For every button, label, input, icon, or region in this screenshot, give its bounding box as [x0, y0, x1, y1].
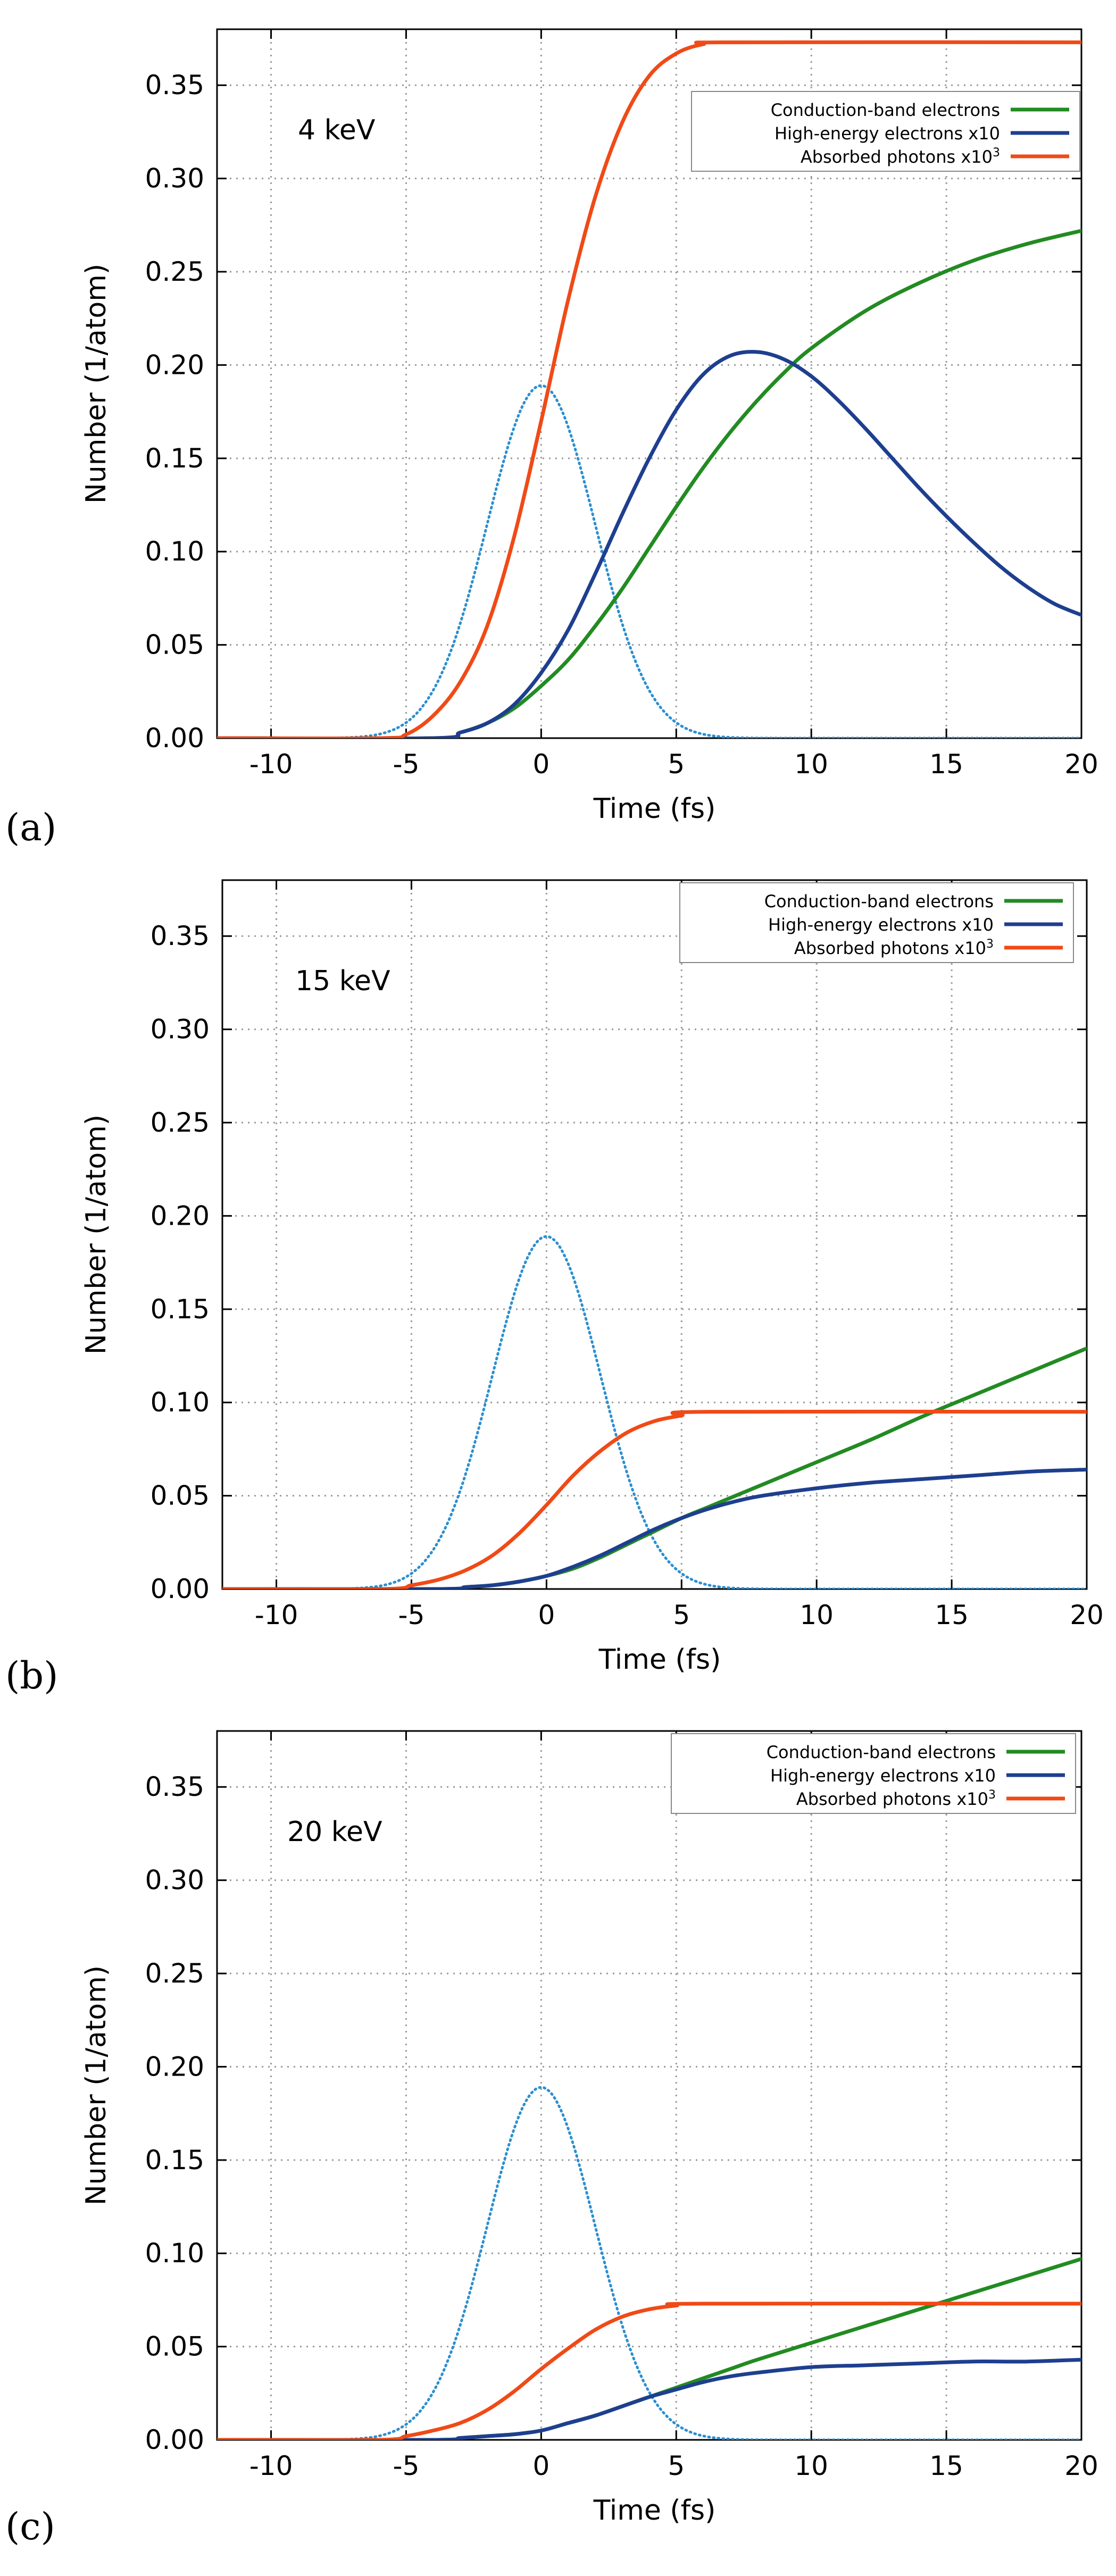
- y-tick-label: 0.05: [145, 630, 204, 660]
- xray-pulse-line: [217, 2086, 1081, 2440]
- y-tick-label: 0.35: [145, 1771, 204, 1802]
- y-tick-label: 0.25: [151, 1107, 210, 1138]
- x-tick-label: 10: [794, 2450, 828, 2481]
- x-tick-label: 5: [668, 2450, 685, 2481]
- y-tick-label: 0.25: [145, 256, 204, 287]
- y-axis-label: Number (1/atom): [80, 264, 112, 504]
- y-axis-label: Number (1/atom): [80, 1115, 112, 1354]
- series-line-high_energy: [217, 2357, 1081, 2440]
- y-tick-label: 0.15: [145, 2145, 204, 2176]
- x-tick-label: 10: [794, 749, 828, 780]
- y-tick-label: 0.05: [145, 2331, 204, 2362]
- x-axis-label: Time (fs): [593, 2495, 716, 2527]
- legend-label: High-energy electrons x10: [770, 1766, 996, 1786]
- y-tick-label: 0.30: [151, 1014, 210, 1045]
- y-tick-label: 0.20: [145, 349, 204, 380]
- legend-label: High-energy electrons x10: [768, 915, 994, 935]
- y-tick-label: 0.30: [145, 163, 204, 194]
- energy-annotation: 15 keV: [295, 965, 390, 997]
- legend-label: Absorbed photons x103: [801, 146, 1000, 168]
- legend-label: Conduction-band electrons: [767, 1742, 996, 1762]
- legend-label: Conduction-band electrons: [764, 891, 994, 911]
- y-tick-label: 0.00: [145, 723, 204, 754]
- legend-label: Absorbed photons x103: [796, 1788, 996, 1810]
- series-line-conduction: [222, 1346, 1087, 1589]
- y-tick-label: 0.10: [145, 536, 204, 567]
- y-tick-label: 0.20: [151, 1200, 210, 1231]
- y-tick-label: 0.10: [151, 1387, 210, 1418]
- panel-letter-a: (a): [5, 806, 57, 849]
- x-tick-label: -10: [255, 1600, 298, 1630]
- y-tick-label: 0.35: [145, 70, 204, 101]
- x-tick-label: 20: [1064, 749, 1098, 780]
- x-tick-label: -5: [393, 749, 420, 780]
- x-tick-label: 0: [532, 2450, 549, 2481]
- x-tick-label: 0: [532, 749, 549, 780]
- series-line-high_energy: [217, 350, 1081, 738]
- series-line-conduction: [217, 2257, 1081, 2440]
- panel-letter-b: (b): [5, 1654, 59, 1697]
- y-tick-label: 0.10: [145, 2238, 204, 2269]
- xray-pulse-line: [217, 384, 1081, 738]
- legend: Conduction-band electrons High-energy ele…: [671, 1733, 1076, 1814]
- x-axis-label: Time (fs): [598, 1644, 721, 1676]
- y-tick-label: 0.00: [145, 2424, 204, 2455]
- x-tick-label: 15: [929, 749, 963, 780]
- x-tick-label: 15: [935, 1600, 969, 1630]
- y-tick-label: 0.15: [145, 443, 204, 474]
- x-tick-label: 20: [1070, 1600, 1104, 1630]
- legend-label: Conduction-band electrons: [771, 100, 1000, 120]
- x-axis-label: Time (fs): [593, 793, 716, 825]
- chart-c: -10 -5 0 5 10 15 20 0.00 0.05 0.10 0.15 0.20 0.25 0.3…: [80, 1730, 1098, 2527]
- panel-letter-c: (c): [5, 2505, 55, 2548]
- x-tick-label: 20: [1064, 2450, 1098, 2481]
- x-tick-label: 10: [799, 1600, 834, 1630]
- series-line-absorbed: [217, 2302, 1081, 2440]
- series-line-conduction: [217, 229, 1081, 738]
- energy-annotation: 4 keV: [298, 114, 376, 146]
- x-tick-label: -10: [249, 2450, 293, 2481]
- legend-label: High-energy electrons x10: [774, 123, 1000, 144]
- y-tick-label: 0.15: [151, 1294, 210, 1325]
- y-tick-label: 0.35: [151, 921, 210, 951]
- x-tick-label: 0: [538, 1600, 555, 1630]
- chart-a: -10 -5 0 5 10 15 20 0.00 0.05 0.10 0.15 0.20 0.25 0.3…: [80, 28, 1098, 825]
- x-tick-label: -5: [398, 1600, 425, 1630]
- series-line-absorbed: [222, 1409, 1087, 1589]
- legend: Conduction-band electrons High-energy ele…: [691, 91, 1080, 172]
- plot-frame: [216, 28, 1082, 739]
- series-line-absorbed: [217, 40, 1081, 738]
- y-tick-label: 0.20: [145, 2051, 204, 2082]
- y-tick-label: 0.25: [145, 1958, 204, 1989]
- energy-annotation: 20 keV: [287, 1816, 382, 1848]
- x-tick-label: 15: [929, 2450, 963, 2481]
- legend-label: Absorbed photons x103: [794, 938, 994, 959]
- x-tick-label: -10: [249, 749, 293, 780]
- y-tick-label: 0.05: [151, 1481, 210, 1511]
- x-tick-label: 5: [668, 749, 685, 780]
- plot-frame: [216, 1730, 1082, 2441]
- chart-b: -10 -5 0 5 10 15 20 0.00 0.05 0.10 0.15 0.20 0.25 0.3…: [80, 879, 1104, 1676]
- plot-frame: [221, 879, 1088, 1590]
- y-tick-label: 0.30: [145, 1865, 204, 1896]
- x-tick-label: -5: [393, 2450, 420, 2481]
- y-tick-label: 0.00: [151, 1574, 210, 1604]
- legend: Conduction-band electrons High-energy ele…: [679, 882, 1074, 963]
- series-line-high_energy: [222, 1468, 1087, 1589]
- x-tick-label: 5: [673, 1600, 690, 1630]
- y-axis-label: Number (1/atom): [80, 1966, 112, 2205]
